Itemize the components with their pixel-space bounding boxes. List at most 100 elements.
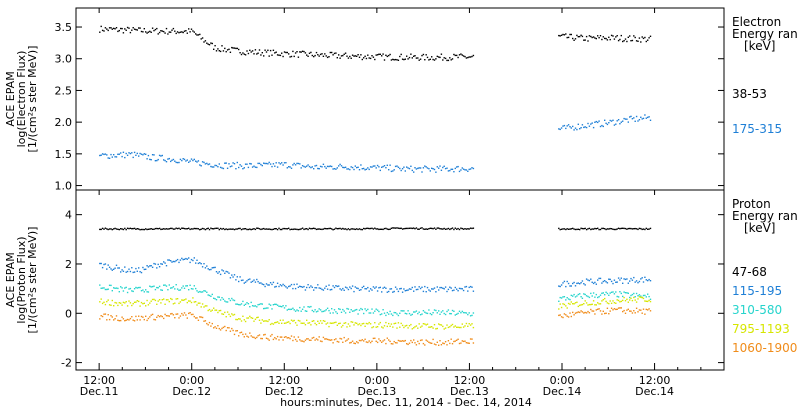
data-point — [318, 336, 320, 338]
data-point — [258, 319, 261, 321]
data-point — [145, 228, 147, 230]
data-point — [325, 285, 327, 287]
data-point — [176, 161, 179, 164]
data-point — [358, 323, 361, 325]
data-point — [471, 338, 473, 340]
data-point — [577, 36, 579, 38]
data-point — [591, 281, 593, 283]
data-point — [317, 167, 319, 170]
data-point — [403, 166, 405, 168]
data-point — [197, 34, 200, 36]
data-point — [567, 36, 570, 39]
data-point — [135, 315, 137, 318]
data-point — [353, 55, 355, 57]
data-point — [642, 281, 645, 283]
data-point — [401, 58, 404, 60]
data-point — [399, 312, 401, 314]
data-point — [642, 308, 645, 310]
data-point — [630, 227, 632, 230]
data-point — [208, 44, 211, 46]
data-point — [126, 291, 129, 294]
data-point — [472, 290, 475, 292]
data-point — [322, 320, 325, 322]
data-point — [576, 34, 578, 37]
data-point — [465, 285, 468, 288]
data-point — [442, 166, 444, 169]
data-point — [462, 228, 465, 230]
data-point — [213, 228, 215, 230]
data-point — [164, 228, 166, 230]
data-point — [560, 316, 563, 318]
data-point — [576, 228, 578, 231]
data-point — [326, 165, 329, 168]
data-point — [218, 50, 220, 52]
data-point — [325, 228, 327, 230]
data-point — [400, 287, 402, 290]
data-point — [285, 336, 287, 338]
data-point — [319, 340, 322, 342]
data-point — [321, 310, 323, 313]
data-point — [447, 340, 450, 342]
data-point — [251, 317, 254, 319]
data-point — [251, 305, 254, 307]
data-point — [378, 323, 380, 325]
data-point — [253, 279, 255, 281]
data-point — [153, 262, 155, 265]
data-point — [168, 157, 170, 160]
data-point — [562, 33, 564, 36]
data-point — [254, 49, 257, 51]
data-point — [254, 166, 257, 168]
data-point — [275, 321, 277, 324]
data-point — [143, 28, 145, 30]
data-point — [328, 284, 330, 286]
data-point — [160, 302, 162, 304]
data-point — [565, 299, 567, 301]
data-point — [196, 259, 198, 261]
data-point — [428, 59, 430, 61]
data-point — [122, 228, 125, 231]
data-point — [279, 284, 282, 286]
data-point — [404, 325, 406, 327]
data-point — [572, 125, 574, 128]
data-point — [440, 311, 443, 313]
data-point — [207, 294, 209, 296]
data-point — [363, 227, 365, 230]
data-point — [133, 28, 136, 30]
data-point — [188, 161, 190, 163]
data-point — [386, 337, 388, 339]
data-point — [275, 51, 277, 53]
data-point — [403, 288, 405, 290]
data-point — [444, 167, 447, 170]
data-point — [598, 120, 600, 122]
data-point — [599, 228, 602, 231]
data-point — [145, 315, 147, 317]
data-point — [172, 303, 175, 305]
data-point — [225, 329, 227, 332]
data-point — [236, 303, 238, 305]
data-point — [396, 165, 398, 167]
data-point — [619, 228, 621, 230]
data-point — [318, 308, 320, 310]
data-point — [565, 285, 567, 288]
data-point — [147, 228, 150, 230]
data-point — [226, 301, 229, 303]
data-point — [332, 229, 334, 231]
data-point — [462, 289, 465, 292]
data-point — [242, 52, 244, 54]
data-point — [627, 36, 629, 38]
data-point — [417, 288, 419, 291]
data-point — [435, 328, 437, 330]
data-point — [648, 278, 650, 281]
data-point — [257, 162, 259, 165]
data-point — [408, 288, 411, 290]
data-point — [569, 33, 571, 36]
data-point — [239, 52, 241, 54]
data-point — [562, 316, 564, 319]
data-point — [415, 310, 418, 312]
data-point — [318, 228, 320, 230]
data-point — [385, 314, 387, 317]
data-point — [257, 304, 259, 306]
data-point — [633, 310, 635, 312]
data-point — [566, 307, 568, 309]
electron-ylabel: log(Electron Flux) — [15, 51, 28, 148]
